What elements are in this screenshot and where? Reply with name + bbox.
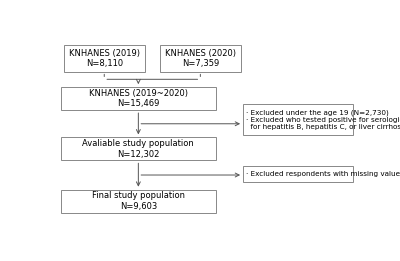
Text: · Excluded under the age 19 (N=2,730)
· Excluded who tested positive for serolog: · Excluded under the age 19 (N=2,730) · …	[246, 109, 400, 130]
FancyBboxPatch shape	[61, 87, 216, 110]
Text: KNHANES (2019)
N=8,110: KNHANES (2019) N=8,110	[69, 49, 140, 68]
Text: KNHANES (2020)
N=7,359: KNHANES (2020) N=7,359	[165, 49, 236, 68]
FancyBboxPatch shape	[64, 45, 144, 72]
FancyBboxPatch shape	[61, 137, 216, 161]
FancyBboxPatch shape	[61, 189, 216, 213]
Text: · Excluded respondents with missing values (N=2,699): · Excluded respondents with missing valu…	[246, 171, 400, 177]
FancyBboxPatch shape	[160, 45, 241, 72]
Text: Final study population
N=9,603: Final study population N=9,603	[92, 191, 185, 211]
FancyBboxPatch shape	[243, 167, 353, 182]
Text: KNHANES (2019~2020)
N=15,469: KNHANES (2019~2020) N=15,469	[89, 89, 188, 108]
Text: Avaliable study population
N=12,302: Avaliable study population N=12,302	[82, 139, 194, 159]
FancyBboxPatch shape	[243, 104, 353, 135]
